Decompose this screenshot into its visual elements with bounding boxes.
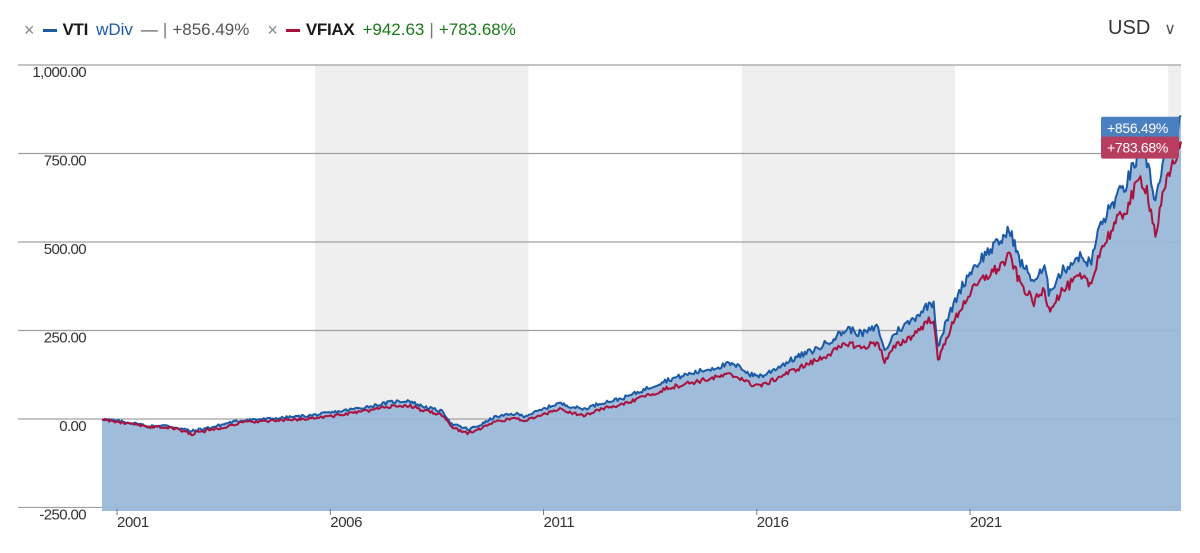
y-tick-label-3: 250.00 [44, 329, 87, 346]
vfiax-change: +783.68% [438, 20, 516, 39]
chart-legend: × VTI wDiv — | +856.49% × VFIAX +942.63 … [24, 17, 516, 43]
end-labels: +856.49% +783.68% [1101, 116, 1179, 159]
vti-swatch [42, 28, 57, 32]
currency-label: USD [1108, 17, 1151, 39]
area-fill [102, 115, 1181, 512]
vfiax-end-badge: +783.68% [1101, 136, 1179, 159]
vfiax-price: +942.63 [362, 20, 425, 39]
x-tick-label-3: 2016 [757, 514, 789, 531]
x-tick-label-0: 2001 [117, 514, 149, 531]
vti-area [102, 115, 1181, 512]
x-tick-label-4: 2021 [970, 514, 1002, 531]
vti-badge-bg [1101, 116, 1179, 139]
y-axis-ticks: 1,000.00 750.00 500.00 250.00 0.00 -250.00 [32, 64, 86, 523]
y-tick-label-0: 1,000.00 [32, 64, 86, 81]
x-axis-ticks: 2001 2006 2011 2016 2021 [116, 509, 1002, 531]
vti-ticker[interactable]: VTI [62, 20, 89, 39]
remove-vfiax-icon[interactable]: × [267, 19, 278, 40]
vti-end-badge: +856.49% [1101, 116, 1179, 139]
vti-change: +856.49% [172, 20, 250, 39]
chevron-down-icon: ∨ [1164, 20, 1176, 38]
x-tick-label-2: 2011 [544, 514, 575, 531]
vfiax-swatch [285, 28, 300, 32]
vfiax-ticker[interactable]: VFIAX [305, 20, 355, 39]
x-tick-label-1: 2006 [330, 514, 362, 531]
currency-selector[interactable]: USD ∨ [1108, 17, 1176, 40]
y-tick-label-4: 0.00 [59, 418, 86, 435]
y-tick-label-2: 500.00 [44, 241, 87, 258]
vti-badge-text: +856.49% [1107, 120, 1168, 136]
series-lines [101, 114, 1182, 437]
y-tick-label-1: 750.00 [44, 152, 87, 169]
y-tick-label-5: -250.00 [39, 506, 86, 523]
vti-line [101, 114, 1182, 433]
vti-separator: | [162, 20, 168, 39]
vfiax-badge-text: +783.68% [1107, 140, 1168, 156]
vti-qualifier[interactable]: wDiv [96, 20, 133, 39]
vfiax-line [101, 140, 1182, 437]
vfiax-badge-bg [1101, 136, 1179, 159]
remove-vti-icon[interactable]: × [24, 19, 35, 40]
vti-price: — [140, 20, 158, 39]
vfiax-separator: | [429, 20, 434, 39]
